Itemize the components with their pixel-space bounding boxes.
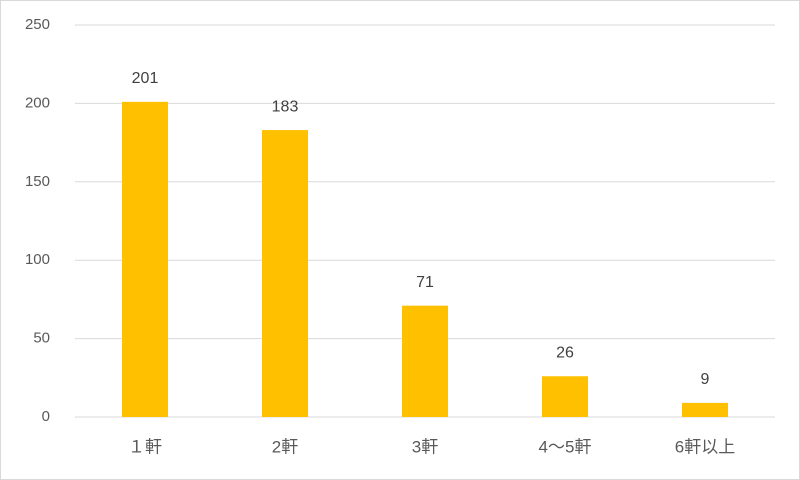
x-tick-label: 2軒 <box>272 437 298 456</box>
data-label: 9 <box>701 371 710 388</box>
x-tick-label: 6軒以上 <box>675 437 735 456</box>
bar <box>122 101 168 417</box>
bar <box>682 402 728 417</box>
y-tick-label: 50 <box>33 330 50 347</box>
bar <box>262 130 308 417</box>
data-label: 183 <box>272 98 299 115</box>
y-tick-label: 100 <box>25 251 50 268</box>
data-label: 201 <box>132 70 159 87</box>
x-tick-label: 3軒 <box>412 437 438 456</box>
data-label: 26 <box>556 344 574 361</box>
x-tick-label: 4～5軒 <box>539 437 592 456</box>
y-tick-label: 0 <box>42 408 50 425</box>
y-tick-label: 250 <box>25 16 50 33</box>
x-tick-label: １軒 <box>128 437 162 456</box>
data-label: 71 <box>416 274 434 291</box>
y-tick-label: 150 <box>25 173 50 190</box>
bar <box>402 305 448 417</box>
y-tick-label: 200 <box>25 94 50 111</box>
bar <box>542 376 588 417</box>
